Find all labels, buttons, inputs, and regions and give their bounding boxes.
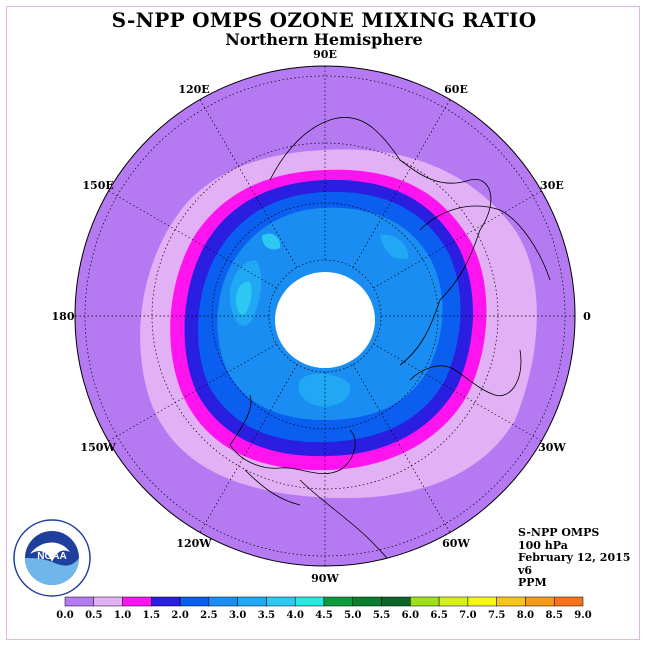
longitude-label: 30W — [538, 441, 566, 454]
colorbar-cell — [151, 596, 181, 607]
colorbar-tick-label: 2.5 — [200, 610, 217, 621]
longitude-label: 150E — [82, 179, 113, 192]
colorbar-tick-label: 3.5 — [258, 610, 275, 621]
coastlines — [229, 117, 551, 566]
colorbar-tick-label: 7.5 — [488, 610, 505, 621]
longitude-label: 60E — [444, 83, 468, 96]
longitude-label: 90E — [313, 48, 337, 61]
colorbar-cell — [553, 596, 584, 607]
colorbar-tick-label: 7.0 — [459, 610, 476, 621]
info-block: S-NPP OMPS 100 hPa February 12, 2015 v6 … — [518, 526, 631, 590]
colorbar-tick-label: 0.5 — [85, 610, 102, 621]
colorbar-cell — [496, 596, 526, 607]
meridian-line — [199, 99, 298, 268]
meridian-line — [373, 190, 542, 289]
longitude-label: 150W — [80, 441, 116, 454]
info-instrument: S-NPP OMPS — [518, 526, 600, 539]
longitude-label: 180 — [52, 310, 75, 323]
colorbar-tick-label: 0.0 — [56, 610, 73, 621]
colorbar-cell — [323, 596, 354, 607]
longitude-label: 120W — [176, 537, 212, 550]
colorbar-tick-label: 2.0 — [171, 610, 188, 621]
colorbar-cell — [266, 596, 296, 607]
meridian-line — [352, 364, 451, 533]
colorbar-cell — [438, 596, 469, 607]
colorbar-cell — [237, 596, 267, 607]
meridian-line — [199, 364, 298, 533]
info-date: February 12, 2015 — [518, 551, 631, 564]
colorbar-cell — [122, 596, 152, 607]
colorbar-tick-label: 8.5 — [546, 610, 563, 621]
longitude-labels: 90E 60E 30E 0 30W 60W 90W 120W 150W 180 150E 120E — [52, 48, 592, 585]
contour-band-3-0 — [229, 234, 409, 407]
meridian-line — [108, 190, 277, 289]
colorbar-tick-label: 3.0 — [229, 610, 246, 621]
colorbar-cell — [467, 596, 497, 607]
colorbar-cell — [294, 596, 325, 607]
meridian-line — [108, 343, 277, 442]
colorbar-tick-label: 4.5 — [315, 610, 332, 621]
graticule — [75, 66, 575, 566]
colorbar-tick-label: 9.0 — [574, 610, 591, 621]
colorbar-cell — [525, 596, 555, 607]
map-title: S-NPP OMPS OZONE MIXING RATIO — [111, 8, 537, 32]
colorbar-tick-label: 4.0 — [287, 610, 304, 621]
longitude-label: 120E — [178, 83, 209, 96]
info-units: PPM — [518, 576, 547, 589]
noaa-logo: NOAA — [13, 519, 91, 597]
colorbar-tick-label: 5.5 — [373, 610, 390, 621]
info-pressure: 100 hPa — [518, 538, 568, 552]
colorbar-tick-label: 1.0 — [114, 610, 131, 621]
longitude-label: 60W — [442, 537, 470, 550]
longitude-label: 0 — [583, 310, 591, 323]
colorbar-tick-label: 1.5 — [143, 610, 160, 621]
noaa-logo-text: NOAA — [37, 551, 66, 562]
contour-band-3-5 — [236, 233, 281, 315]
colorbar-cell — [93, 596, 123, 607]
colorbar-cell — [381, 596, 411, 607]
no-data-polar-region — [275, 272, 375, 368]
colorbar-tick-label: 8.0 — [517, 610, 534, 621]
colorbar-tick-label: 6.0 — [402, 610, 419, 621]
colorbar-cell — [208, 596, 238, 607]
colorbar-tick-label: 6.5 — [430, 610, 447, 621]
meridian-line — [373, 343, 542, 442]
colorbar-cell — [64, 596, 95, 607]
meridian-line — [352, 99, 451, 268]
colorbar-cell — [352, 596, 382, 607]
map-boundary — [74, 65, 576, 567]
colorbar-cell — [410, 596, 440, 607]
colorbar-tick-label: 5.0 — [344, 610, 361, 621]
longitude-label: 90W — [311, 572, 339, 585]
colorbar-cell — [179, 596, 210, 607]
info-version: v6 — [518, 563, 533, 577]
figure-border — [6, 6, 640, 640]
longitude-label: 30E — [540, 179, 564, 192]
map-subtitle: Northern Hemisphere — [225, 30, 423, 49]
